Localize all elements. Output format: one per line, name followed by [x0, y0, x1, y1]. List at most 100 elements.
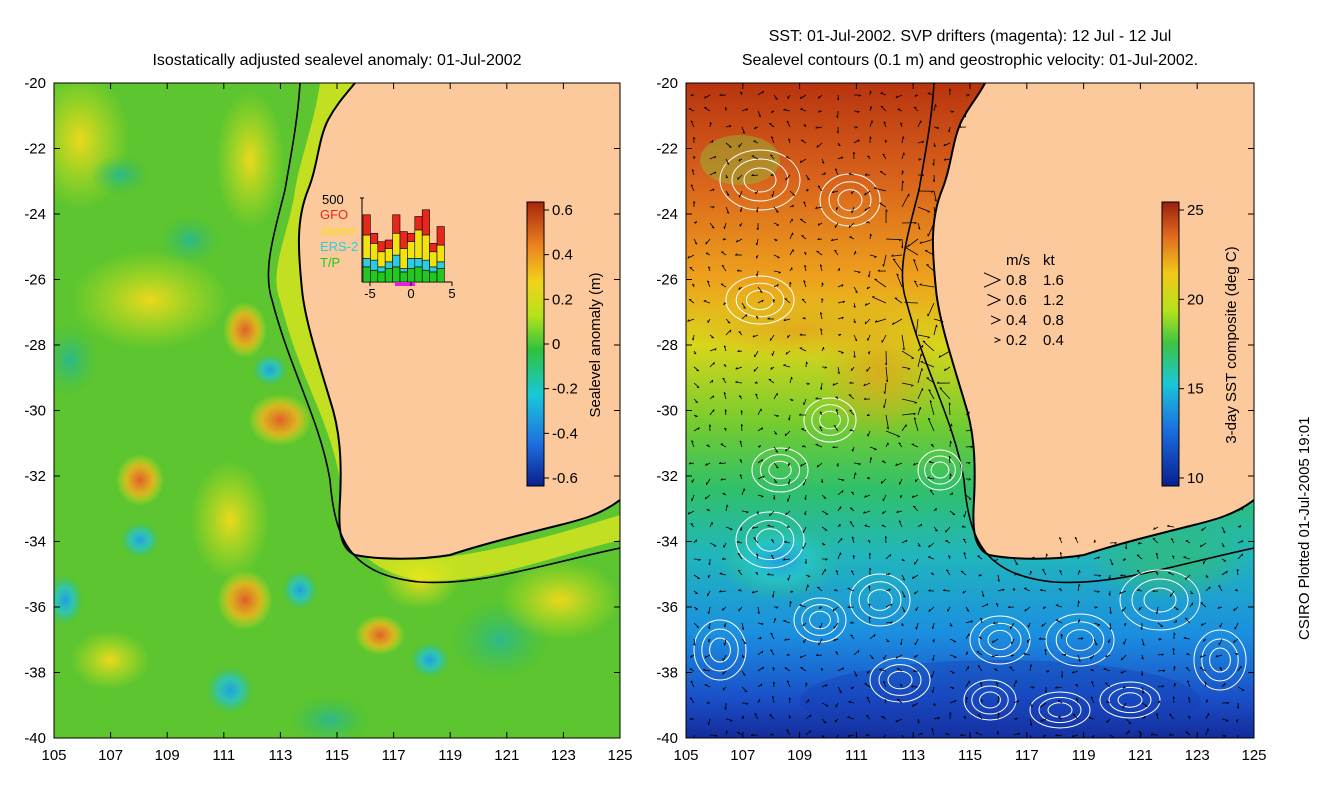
velocity-arrow [693, 427, 700, 432]
velocity-arrow [1138, 606, 1143, 611]
velocity-arrow [1153, 526, 1159, 531]
velocity-arrow [1074, 536, 1079, 544]
velocity-arrow [820, 328, 823, 336]
velocity-arrow [981, 603, 989, 608]
velocity-arrow [1233, 606, 1239, 612]
velocity-arrow [837, 490, 844, 496]
right-lat-label: -28 [656, 337, 678, 354]
velocity-arrow [708, 622, 711, 630]
velocity-arrow [1173, 632, 1176, 640]
velocity-arrow [721, 264, 727, 272]
velocity-arrow [962, 590, 967, 594]
velocity-arrow [927, 92, 935, 96]
velocity-arrow [724, 409, 728, 416]
velocity-arrow [767, 573, 775, 576]
sealevel-contour-loop [735, 511, 805, 569]
velocity-arrow [768, 123, 775, 128]
velocity-arrow [757, 475, 765, 480]
velocity-arrow [928, 389, 935, 400]
inset-bar-ers [377, 266, 386, 273]
velocity-arrow [771, 190, 775, 198]
velocity-arrow [770, 632, 775, 640]
velocity-arrow [1093, 539, 1096, 544]
velocity-legend-rows: 0.8 1.6 0.6 1.2 0.4 0.8 0.2 0.4 [983, 272, 1064, 349]
sealevel-contour-loop [755, 528, 785, 552]
velocity-legend-kt: 1.2 [1043, 292, 1064, 309]
velocity-arrow [803, 124, 807, 128]
velocity-arrow [837, 686, 842, 694]
sst-colorbar-label: 3-day SST composite (deg C) [1223, 246, 1240, 443]
velocity-arrow [802, 526, 807, 534]
velocity-arrow [912, 702, 919, 707]
velocity-arrow [691, 334, 695, 341]
velocity-arrow [885, 536, 888, 544]
velocity-arrow [981, 590, 985, 598]
velocity-arrow [837, 300, 846, 304]
velocity-arrow [919, 283, 935, 288]
sla-colorbar-ticks: 0.6 0.4 0.2 0 -0.2 -0.4 -0.6 [544, 202, 578, 487]
inset-bar-jason [384, 248, 393, 263]
sla-colorbar-tick-label: -0.4 [552, 425, 578, 442]
velocity-arrow [949, 110, 954, 113]
inset-bar-tp [421, 269, 430, 283]
velocity-arrow [1237, 525, 1242, 528]
velocity-arrow [725, 526, 733, 531]
velocity-arrow [868, 585, 871, 592]
right-lat-label: -40 [656, 730, 678, 747]
velocity-arrow [1010, 622, 1015, 630]
velocity-arrow [720, 283, 727, 288]
velocity-arrow [725, 174, 729, 179]
inset-bar-jason [407, 241, 416, 259]
velocity-arrow [723, 302, 727, 306]
velocity-arrow [885, 442, 889, 448]
velocity-arrow [949, 423, 953, 432]
inset-bar-ers [429, 266, 438, 273]
sla-colorbar-tick-label: -0.6 [552, 470, 578, 487]
velocity-arrow [880, 478, 887, 484]
velocity-arrow [866, 670, 871, 674]
sealevel-contour-loop [1209, 647, 1231, 673]
velocity-arrow [1040, 702, 1047, 708]
velocity-legend-header-ms: m/s [1006, 252, 1030, 269]
velocity-arrow [965, 651, 969, 656]
velocity-arrow [709, 521, 713, 528]
velocity-arrow [789, 232, 794, 240]
velocity-arrow [1071, 734, 1079, 738]
velocity-arrow [773, 606, 779, 609]
velocity-arrow [805, 382, 810, 385]
sst-colorbar-ticks: 25 20 15 10 [1179, 202, 1204, 487]
velocity-arrow [741, 510, 749, 514]
velocity-arrow [1125, 718, 1132, 725]
velocity-arrow [723, 622, 727, 628]
velocity-arrow [1060, 670, 1063, 678]
velocity-arrow [1186, 680, 1191, 688]
sealevel-contour-loop [801, 604, 839, 636]
velocity-arrow [949, 622, 953, 627]
velocity-arrow [885, 638, 890, 643]
velocity-arrow [885, 430, 901, 438]
velocity-arrow [915, 622, 919, 630]
velocity-arrow [980, 617, 983, 624]
velocity-arrow [1124, 622, 1127, 627]
velocity-arrow [1024, 606, 1031, 612]
velocity-arrow [832, 382, 839, 386]
velocity-arrow [757, 699, 761, 704]
velocity-arrow [723, 542, 727, 548]
right-lon-label: 117 [1015, 747, 1039, 764]
velocity-arrow [945, 732, 951, 736]
sealevel-contour-loop [731, 158, 789, 202]
velocity-arrow [1199, 667, 1207, 672]
velocity-arrow [901, 734, 905, 738]
velocity-arrow [816, 142, 823, 148]
velocity-arrow [977, 665, 983, 672]
right-lat-label: -20 [656, 75, 678, 92]
velocity-arrow [738, 142, 743, 148]
velocity-arrow [901, 622, 904, 627]
velocity-arrow [706, 590, 711, 597]
velocity-arrow [693, 221, 698, 224]
right-lon-label: 109 [787, 747, 812, 764]
velocity-arrow [708, 638, 711, 643]
velocity-arrow [756, 510, 759, 515]
velocity-legend-arrow [983, 272, 1002, 288]
velocity-arrow [783, 619, 791, 624]
